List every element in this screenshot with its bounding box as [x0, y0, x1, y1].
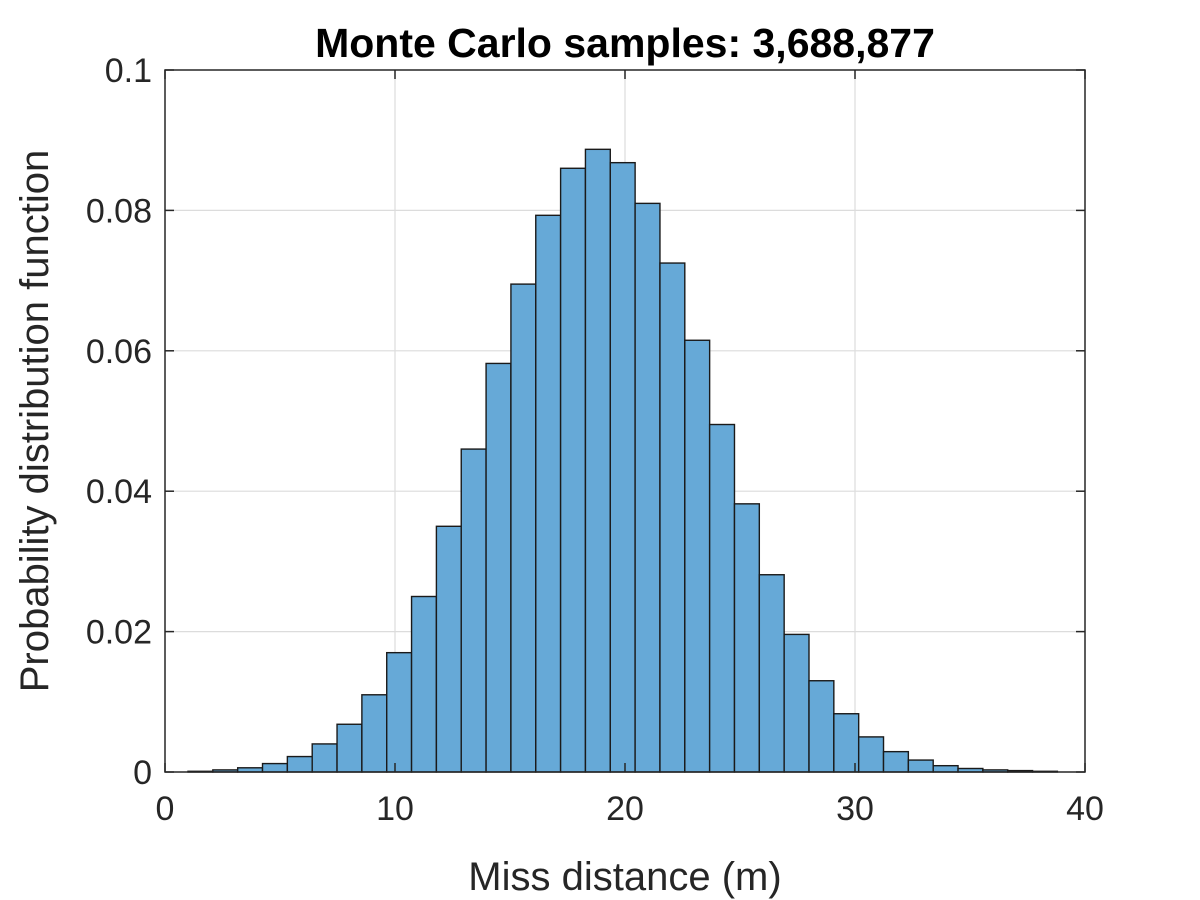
histogram-bar: [733, 503, 761, 773]
histogram-bars: [187, 148, 1059, 773]
histogram-bar: [261, 762, 289, 773]
histogram-bar: [510, 283, 537, 773]
histogram-bar: [535, 214, 562, 773]
histogram-bar: [386, 651, 413, 773]
y-tick-label: 0.04: [86, 473, 152, 511]
histogram-bar: [559, 167, 587, 773]
y-tick-label: 0.06: [86, 333, 152, 371]
y-axis-label: Probability distribution function: [13, 150, 57, 693]
y-tick-label: 0.1: [105, 52, 152, 90]
x-axis-label: Miss distance (m): [468, 855, 781, 899]
histogram-bar: [833, 713, 860, 773]
histogram-bar: [758, 574, 785, 773]
x-tick-label: 40: [1066, 790, 1104, 828]
histogram-bar: [336, 723, 363, 773]
x-tick-label: 20: [606, 790, 644, 828]
histogram-bar: [286, 755, 313, 773]
histogram-bar: [485, 362, 512, 773]
histogram-bar: [609, 161, 636, 773]
histogram-bar: [659, 262, 686, 773]
histogram-bar: [857, 736, 885, 773]
histogram-bar: [783, 633, 810, 773]
axes: [164, 69, 1086, 773]
histogram-bar: [808, 680, 835, 773]
histogram-bar: [311, 743, 338, 773]
histogram-bar: [634, 202, 661, 773]
chart-title: Monte Carlo samples: 3,688,877: [315, 20, 935, 66]
y-tick-label: 0: [133, 754, 152, 792]
histogram-bar: [907, 759, 934, 773]
histogram-bar: [684, 339, 711, 773]
x-tick-label: 30: [836, 790, 874, 828]
y-tick-label: 0.02: [86, 614, 152, 652]
histogram-bar: [460, 448, 487, 773]
histogram-bar: [410, 595, 438, 773]
x-tick-label: 0: [156, 790, 175, 828]
y-tick-label: 0.08: [86, 192, 152, 230]
x-tick-label: 10: [376, 790, 414, 828]
histogram-bar: [584, 148, 611, 773]
tick-labels: 0 10 20 30 40 0 0.02 0.04 0.06 0.08 0.1: [86, 52, 1104, 828]
histogram-bar: [882, 750, 910, 773]
histogram-bar: [708, 423, 736, 773]
histogram-bar: [435, 525, 462, 773]
histogram-bar: [361, 694, 388, 773]
histogram-bar: [932, 764, 959, 773]
